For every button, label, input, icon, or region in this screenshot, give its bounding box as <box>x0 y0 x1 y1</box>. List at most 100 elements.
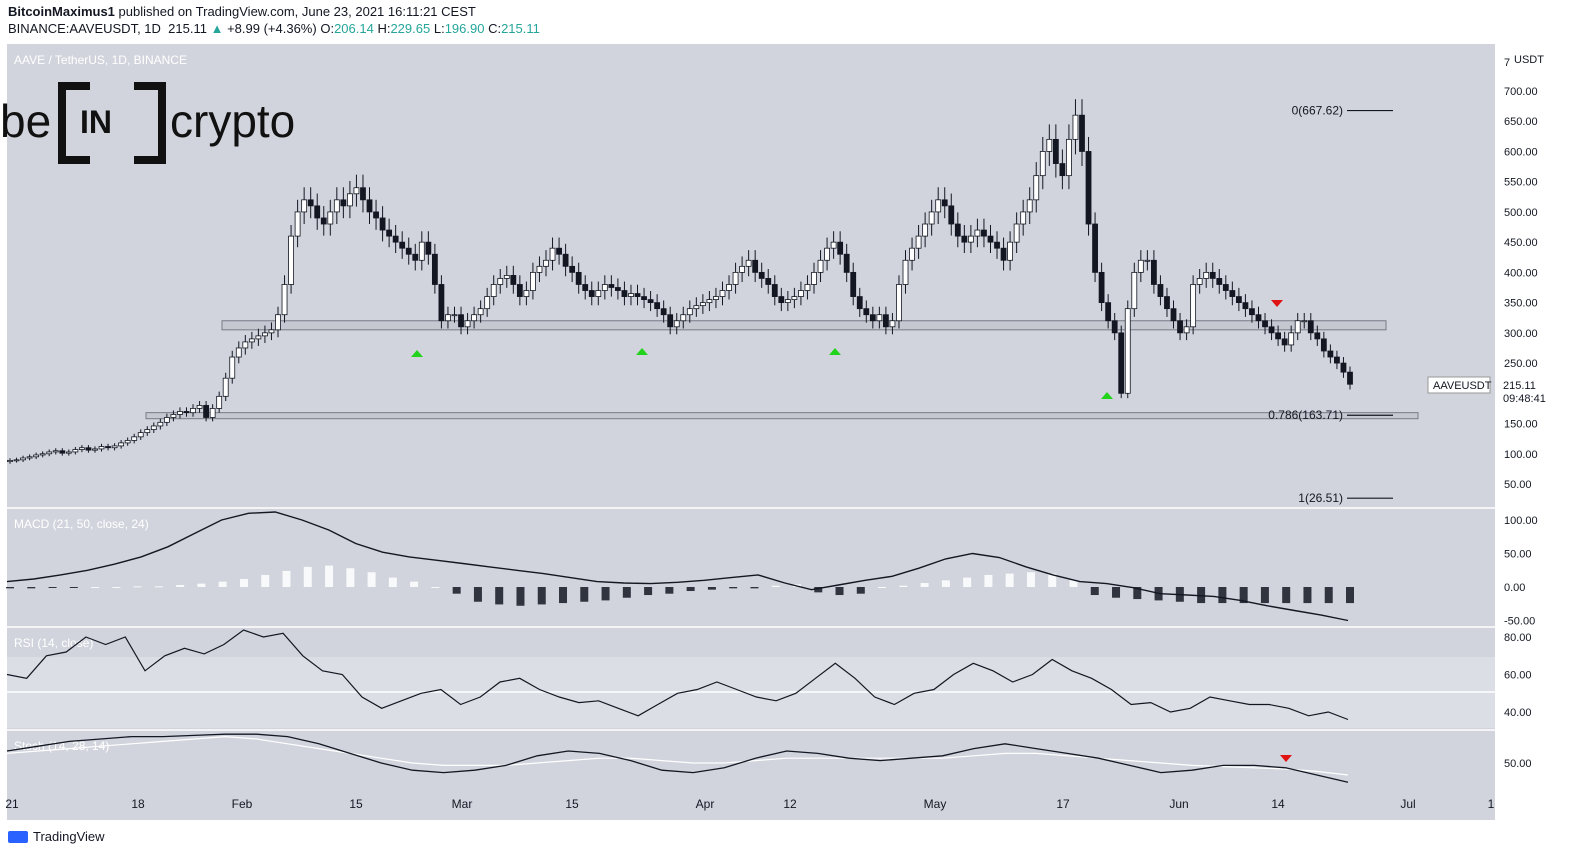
candle-body <box>1000 247 1007 261</box>
price-axis[interactable]: 50.00100.00150.00200.00250.00300.00350.0… <box>1504 54 1544 491</box>
candle-body <box>928 211 935 225</box>
candle-body <box>673 320 680 328</box>
macd-histogram-bar <box>941 580 950 587</box>
signal-down-arrow <box>1271 300 1283 307</box>
candle-body <box>935 199 942 213</box>
candle-body <box>111 445 118 449</box>
macd-histogram-bar <box>112 587 121 588</box>
candle-body <box>889 320 896 328</box>
open-value: 206.14 <box>334 21 374 36</box>
candle-body <box>1111 320 1118 334</box>
candle-body <box>869 314 876 322</box>
candle-body <box>1151 259 1157 285</box>
candle-body <box>660 308 667 316</box>
candle-body <box>1137 259 1144 273</box>
stoch-down-arrow <box>1280 755 1292 762</box>
candle-body <box>693 305 700 310</box>
time-tick-label: 15 <box>349 797 363 811</box>
open-label: O: <box>320 21 335 36</box>
macd-histogram-bar <box>984 574 993 587</box>
candle-body <box>1072 114 1079 140</box>
macd-pane[interactable]: MACD (21, 50, close, 24) -50.00 0.00 50.00… <box>6 511 1538 628</box>
candle-body <box>1216 278 1223 285</box>
rsi-pane[interactable]: RSI (14, close) 40.00 60.00 80.00 <box>6 629 1532 728</box>
candle-body <box>46 451 53 455</box>
symbol-tag: AAVEUSDT <box>1433 380 1492 392</box>
candle-body <box>817 259 824 273</box>
candle-body <box>451 314 458 317</box>
candle-body <box>163 417 170 423</box>
macd-title: MACD (21, 50, close, 24) <box>14 517 149 531</box>
price-tick-label: 350.00 <box>1504 298 1538 310</box>
macd-histogram-bar <box>1133 587 1142 600</box>
candle-body <box>490 284 497 297</box>
macd-histogram-bar <box>771 585 780 587</box>
price-tick-label: 600.00 <box>1504 146 1538 158</box>
candle-body <box>791 296 798 300</box>
time-axis[interactable]: 21 18 Feb 15 Mar 15 Apr 12 May 17 Jun 14 Jul 1 <box>5 797 1494 811</box>
candle-body <box>327 211 334 225</box>
macd-histogram-bar <box>282 570 291 587</box>
macd-histogram-bar <box>814 587 823 593</box>
candle-body <box>778 296 785 304</box>
candle-body <box>719 290 726 297</box>
candle-body <box>333 199 340 213</box>
candle-body <box>667 314 674 328</box>
candle-body <box>144 429 151 434</box>
candle-body <box>1066 138 1072 177</box>
time-tick-label: 15 <box>565 797 579 811</box>
candle-body <box>628 293 634 297</box>
candle-body <box>726 284 732 291</box>
candle-body <box>216 395 223 409</box>
candle-body <box>458 314 464 328</box>
candle-body <box>967 235 974 243</box>
support-zone <box>145 412 1419 420</box>
time-tick-label: Mar <box>452 797 473 811</box>
time-tick-label: Jul <box>1400 797 1415 811</box>
stoch-d-line <box>6 735 1349 776</box>
candle-body <box>1327 350 1334 358</box>
macd-histogram-bar <box>452 587 461 594</box>
signal-up-arrow <box>829 348 841 355</box>
stoch-pane[interactable]: Stoch (14, 28, 14) 50.00 <box>6 733 1532 783</box>
candle-body <box>484 296 491 310</box>
candle-body <box>595 290 602 297</box>
high-label: H: <box>377 21 391 36</box>
candle-body <box>883 314 889 328</box>
candle-body <box>1268 326 1275 334</box>
candle-body <box>699 302 706 307</box>
candle-body <box>320 217 327 225</box>
author-name[interactable]: BitcoinMaximus1 <box>8 4 115 19</box>
watermark-logo: be IN crypto <box>0 80 295 166</box>
candle-body <box>386 229 393 237</box>
macd-histogram-bar <box>835 587 844 596</box>
tradingview-footer[interactable]: TradingView <box>8 829 105 844</box>
time-tick-label: 17 <box>1056 797 1070 811</box>
candle-body <box>79 447 85 450</box>
fib-label: 0.786(163.71) <box>1268 408 1343 422</box>
price-tick-label: 7 <box>1504 57 1510 69</box>
candle-body <box>1235 296 1242 304</box>
candle-body <box>1334 356 1340 364</box>
candle-body <box>98 446 105 450</box>
signal-up-arrow <box>636 348 648 355</box>
price-tick-label: 100.00 <box>1504 449 1538 461</box>
candle-body <box>477 308 484 316</box>
macd-histogram-bar <box>346 568 355 587</box>
candle-body <box>647 299 654 304</box>
publish-info: BitcoinMaximus1 published on TradingView… <box>8 4 476 19</box>
candle-body <box>1222 284 1229 291</box>
candle-body <box>242 341 249 349</box>
candle-body <box>1026 199 1033 213</box>
macd-histogram-bar <box>1303 587 1312 604</box>
candle-body <box>235 347 242 358</box>
candle-body <box>543 259 549 267</box>
candle-body <box>59 450 66 454</box>
candle-body <box>1007 241 1013 261</box>
candle-body <box>248 338 255 343</box>
candle-body <box>713 296 719 300</box>
countdown: 09:48:41 <box>1503 393 1546 405</box>
macd-tick-label: 100.00 <box>1504 515 1538 527</box>
candle-body <box>1079 114 1085 152</box>
